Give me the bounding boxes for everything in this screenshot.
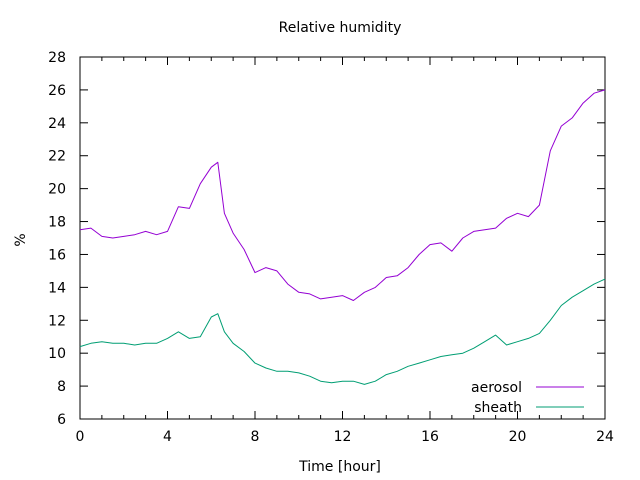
x-tick-label: 0 [76,429,85,445]
y-tick-label: 10 [48,346,66,362]
y-tick-label: 18 [48,215,66,231]
x-tick-label: 24 [596,429,614,445]
legend-label-sheath: sheath [474,400,522,416]
x-tick-label: 12 [334,429,352,445]
legend-label-aerosol: aerosol [471,380,522,396]
y-tick-label: 6 [57,412,66,428]
x-tick-label: 8 [251,429,260,445]
x-tick-label: 16 [421,429,439,445]
y-tick-label: 28 [48,50,66,66]
series-line-aerosol [79,89,606,301]
y-tick-label: 24 [48,116,66,132]
y-tick-label: 20 [48,182,66,198]
axis-ticks: 6 8 10 12 14 16 18 20 22 24 26 28 0 4 8 12 16 20 24 [48,50,614,445]
y-tick-label: 14 [48,280,66,296]
legend: aerosol sheath [471,380,584,416]
y-tick-label: 12 [48,313,66,329]
series-layer [79,89,606,385]
y-tick-label: 22 [48,149,66,165]
x-tick-label: 4 [163,429,172,445]
series-line-sheath [79,278,606,385]
y-axis-label: % [13,233,29,246]
y-tick-label: 8 [57,379,66,395]
x-tick-label: 20 [509,429,527,445]
y-tick-label: 26 [48,83,66,99]
y-tick-label: 16 [48,247,66,263]
chart-title: Relative humidity [279,20,402,36]
plot-frame [79,56,606,420]
x-axis-label: Time [hour] [298,459,381,475]
